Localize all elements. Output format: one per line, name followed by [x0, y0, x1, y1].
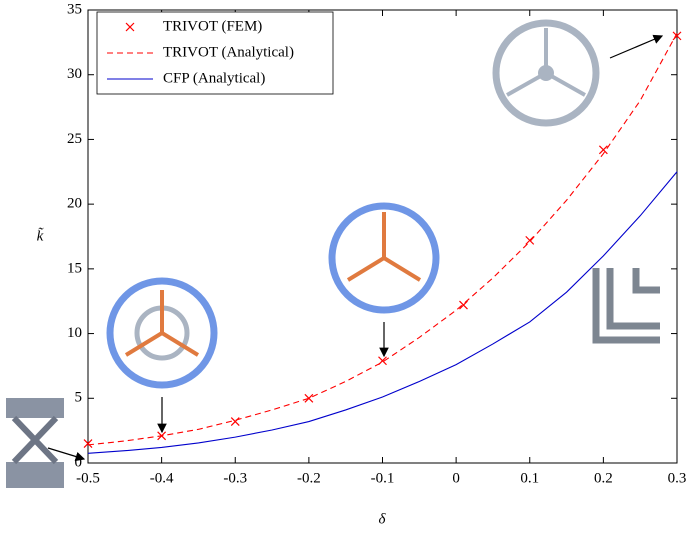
y-tick-label: 25 [67, 131, 82, 147]
arrow [609, 34, 664, 59]
marker [125, 22, 135, 32]
line [87, 171, 678, 454]
y-tick-label: 35 [67, 1, 82, 17]
x-tick-label: 0.3 [668, 470, 687, 486]
y-tick-label: 10 [67, 325, 82, 341]
y-axis-label: k̃ [37, 228, 44, 245]
legend-label: CFP (Analytical) [163, 70, 265, 86]
marker [230, 417, 240, 427]
x-tick-label: -0.2 [297, 470, 321, 486]
x-tick-label: 0 [452, 470, 460, 486]
y-tick-label: 0 [75, 454, 83, 470]
arrow [47, 447, 86, 462]
mechanism-image [328, 202, 440, 314]
y-tick-label: 5 [75, 390, 83, 406]
marker [672, 31, 682, 41]
mechanism-image [124, 290, 200, 357]
x-tick-label: -0.4 [150, 470, 174, 486]
x-tick-label: 0.2 [594, 470, 613, 486]
y-tick-label: 15 [67, 260, 82, 276]
legend-box [96, 11, 334, 95]
flexure-image [6, 398, 64, 418]
illustrations [6, 19, 664, 488]
x-tick-label: 0.1 [520, 470, 539, 486]
legend-label: TRIVOT (FEM) [163, 18, 262, 34]
line [87, 33, 678, 446]
x-axis-label: δ [379, 511, 387, 527]
cfp-image [592, 268, 660, 344]
marker [459, 300, 468, 310]
mechanism-image [506, 28, 586, 97]
mechanism-image [346, 212, 422, 282]
marker [83, 439, 93, 449]
flexure-image [6, 462, 64, 488]
x-tick-label: -0.1 [371, 470, 395, 486]
x-tick-label: -0.5 [76, 470, 100, 486]
x-tick-label: -0.3 [223, 470, 247, 486]
marker [304, 393, 314, 403]
y-tick-label: 20 [67, 196, 82, 212]
mechanism-image [492, 19, 600, 127]
marker [525, 235, 535, 245]
flexure-image [11, 415, 59, 465]
y-tick-label: 30 [67, 66, 82, 82]
mechanism-image [106, 277, 218, 389]
legend-label: TRIVOT (Analytical) [163, 44, 294, 60]
marker [598, 145, 608, 155]
